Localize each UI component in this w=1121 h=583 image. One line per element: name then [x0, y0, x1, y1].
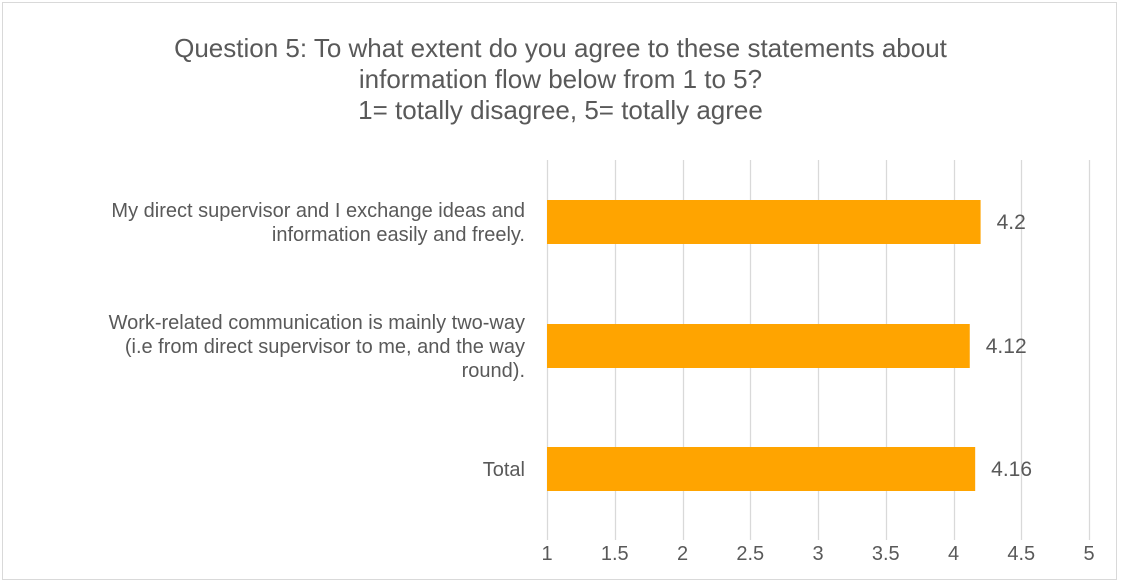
bar-2: [547, 447, 976, 491]
x-tick-label-5: 5: [1083, 543, 1094, 565]
x-tick-label-3: 3: [812, 543, 823, 565]
category-label-0-line-0: My direct supervisor and I exchange idea…: [111, 200, 525, 222]
category-label-1-line-2: round).: [462, 360, 525, 382]
category-label-2-line-0: Total: [483, 459, 525, 481]
chart-title: Question 5: To what extent do you agree …: [3, 33, 1118, 126]
x-tick-label-4: 4: [948, 543, 959, 565]
x-tick-label-2.5: 2.5: [736, 543, 764, 565]
data-label-0: 4.2: [997, 211, 1026, 234]
bar-1: [547, 324, 970, 368]
data-label-1: 4.12: [986, 335, 1027, 358]
x-tick-label-1: 1: [541, 543, 552, 565]
category-label-1-line-1: (i.e from direct supervisor to me, and t…: [125, 336, 525, 358]
category-label-1-line-0: Work-related communication is mainly two…: [109, 312, 525, 334]
chart-title-line-2: information flow below from 1 to 5?: [358, 64, 763, 94]
x-tick-label-4.5: 4.5: [1007, 543, 1035, 565]
category-label-0-line-1: information easily and freely.: [272, 224, 525, 246]
x-tick-label-1.5: 1.5: [601, 543, 629, 565]
x-tick-label-3.5: 3.5: [872, 543, 900, 565]
chart-title-line-1: Question 5: To what extent do you agree …: [174, 33, 947, 63]
bar-0: [547, 200, 981, 244]
data-label-2: 4.16: [991, 458, 1032, 481]
x-tick-label-2: 2: [677, 543, 688, 565]
chart-title-line-3: 1= totally disagree, 5= totally agree: [358, 95, 763, 125]
